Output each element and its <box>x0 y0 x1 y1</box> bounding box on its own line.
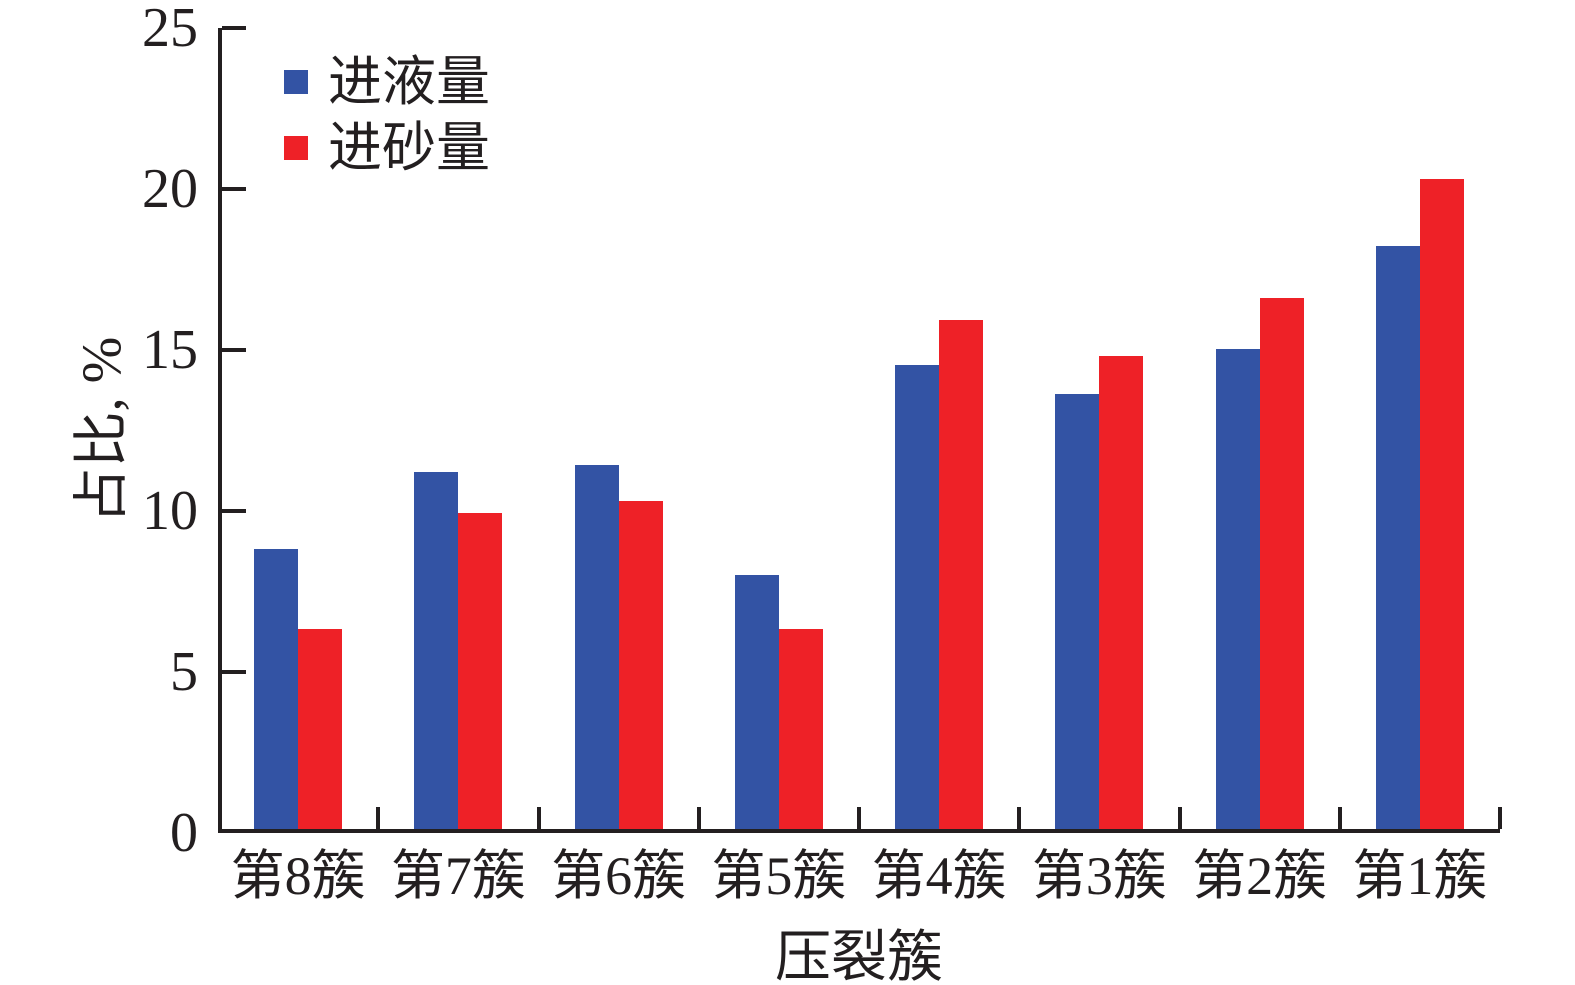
bar-liquid-cluster-4 <box>895 365 940 829</box>
x-tick-label-cluster-3: 第3簇 <box>1031 846 1167 906</box>
y-tick-label-20: 20 <box>142 158 198 220</box>
x-tick-label-cluster-1: 第1簇 <box>1352 846 1488 906</box>
x-tick-label-cluster-6: 第6簇 <box>551 846 687 906</box>
x-tick-1 <box>376 807 381 829</box>
y-tick-label-10: 10 <box>142 480 198 542</box>
x-tick-2 <box>536 807 541 829</box>
x-tick-label-cluster-8: 第8簇 <box>230 846 366 906</box>
bar-sand-cluster-3 <box>1099 356 1144 829</box>
y-tick-label-5: 5 <box>170 641 198 703</box>
y-tick-label-0: 0 <box>170 802 198 864</box>
bar-liquid-cluster-5 <box>734 575 779 829</box>
y-tick-5 <box>222 670 246 674</box>
x-tick-5 <box>1017 807 1022 829</box>
x-tick-3 <box>696 807 701 829</box>
bar-liquid-cluster-3 <box>1055 394 1100 829</box>
y-tick-25 <box>222 26 246 30</box>
y-tick-20 <box>222 187 246 191</box>
bar-liquid-cluster-6 <box>574 465 619 829</box>
bar-sand-cluster-8 <box>298 629 343 829</box>
y-tick-15 <box>222 348 246 352</box>
bar-sand-cluster-6 <box>618 501 663 829</box>
x-tick-4 <box>857 807 861 829</box>
y-tick-label-25: 25 <box>142 0 198 59</box>
x-tick-label-cluster-7: 第7簇 <box>390 846 526 906</box>
x-tick-6 <box>1177 807 1182 829</box>
bar-sand-cluster-2 <box>1259 298 1304 829</box>
bar-sand-cluster-7 <box>458 513 503 829</box>
x-axis-title: 压裂簇 <box>775 927 943 985</box>
legend: 进液量 进砂量 <box>284 52 490 178</box>
x-tick-label-cluster-5: 第5簇 <box>711 846 847 906</box>
y-tick-10 <box>222 509 246 513</box>
bar-sand-cluster-4 <box>939 320 984 829</box>
x-tick-label-cluster-2: 第2簇 <box>1192 846 1328 906</box>
x-tick-label-cluster-4: 第4簇 <box>871 846 1007 906</box>
legend-swatch-liquid <box>284 70 308 94</box>
legend-label-sand: 进砂量 <box>328 118 490 178</box>
bar-liquid-cluster-1 <box>1375 246 1420 829</box>
legend-item-sand: 进砂量 <box>284 118 490 178</box>
x-tick-8 <box>1498 807 1502 829</box>
legend-label-liquid: 进液量 <box>328 52 490 112</box>
bar-sand-cluster-1 <box>1419 179 1464 829</box>
plot-area: 进液量 进砂量 <box>218 26 1502 833</box>
legend-item-liquid: 进液量 <box>284 52 490 112</box>
bar-sand-cluster-5 <box>778 629 823 829</box>
bar-liquid-cluster-2 <box>1215 349 1260 829</box>
bar-liquid-cluster-7 <box>414 472 459 829</box>
x-tick-7 <box>1337 807 1342 829</box>
y-tick-label-15: 15 <box>142 319 198 381</box>
bar-liquid-cluster-8 <box>254 549 299 829</box>
legend-swatch-sand <box>284 136 308 160</box>
